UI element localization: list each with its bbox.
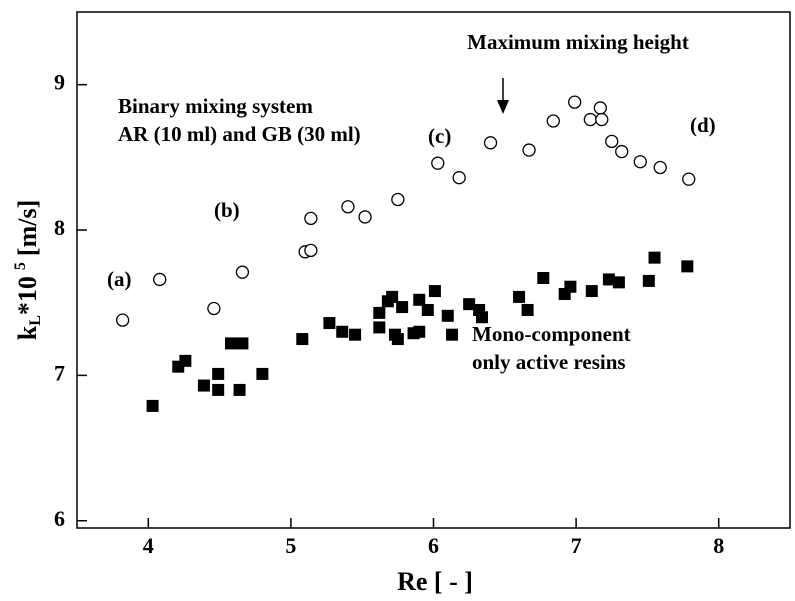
data-point	[236, 337, 249, 350]
data-point	[605, 134, 619, 149]
annotation: (a)	[107, 267, 132, 291]
data-point	[341, 200, 355, 214]
data-point	[358, 210, 372, 224]
data-point	[452, 171, 466, 185]
data-point	[612, 276, 625, 289]
annotation: AR (10 ml) and GB (30 ml)	[118, 122, 361, 146]
x-axis-label: Re [ - ]	[397, 567, 473, 596]
data-point	[513, 290, 526, 303]
data-point	[391, 192, 405, 207]
data-point	[446, 328, 459, 341]
data-point	[585, 285, 598, 298]
data-point	[396, 301, 409, 314]
data-point	[386, 290, 399, 303]
data-point	[212, 383, 225, 396]
y-label-mid: *10	[13, 276, 42, 315]
y-axis-label: kL*10 5 [m/s]	[12, 200, 44, 340]
data-point	[235, 265, 250, 279]
data-point	[413, 325, 426, 338]
data-point	[146, 399, 159, 412]
data-point	[197, 379, 210, 392]
data-point	[546, 114, 560, 128]
y-label-unit: [m/s]	[13, 200, 42, 256]
data-point	[391, 333, 404, 346]
x-tick-label: 7	[571, 533, 582, 558]
data-point	[682, 172, 696, 186]
annotation: (b)	[214, 198, 240, 222]
data-point	[521, 303, 534, 316]
data-point	[323, 317, 336, 330]
y-tick-label: 8	[54, 215, 65, 240]
y-label-sup: 5	[12, 262, 29, 270]
arrow-head	[497, 100, 509, 114]
data-point	[595, 112, 609, 127]
data-point	[564, 280, 577, 293]
data-point	[225, 337, 238, 350]
y-label-sub: L	[27, 315, 44, 326]
data-point	[304, 211, 318, 226]
data-point	[296, 333, 309, 346]
data-point	[681, 260, 694, 273]
data-point	[633, 155, 647, 169]
data-point	[207, 301, 221, 316]
data-point	[428, 285, 441, 298]
annotation: Maximum mixing height	[467, 30, 689, 54]
data-point	[537, 271, 550, 284]
x-tick-label: 4	[143, 533, 154, 558]
annotation: Binary mixing system	[118, 94, 313, 118]
data-point	[653, 160, 667, 175]
data-point	[583, 112, 598, 127]
data-point	[421, 303, 434, 316]
data-point	[522, 143, 536, 157]
y-tick-label: 6	[54, 506, 65, 531]
data-point	[179, 354, 192, 367]
data-point	[615, 144, 629, 159]
data-point	[568, 95, 582, 109]
data-point	[115, 313, 130, 327]
data-point	[642, 274, 655, 287]
data-point	[349, 328, 362, 341]
y-label-base: k	[13, 325, 42, 340]
data-point	[463, 298, 476, 311]
data-point	[373, 321, 386, 334]
data-point	[431, 156, 445, 170]
x-tick-label: 8	[713, 533, 724, 558]
annotation: only active resins	[472, 350, 626, 374]
data-point	[483, 136, 498, 150]
data-point	[413, 293, 426, 306]
annotation: (d)	[690, 113, 716, 137]
annotation: Mono-component	[472, 322, 631, 346]
data-point	[602, 273, 615, 286]
data-point	[212, 367, 225, 380]
data-point	[593, 101, 607, 115]
y-tick-label: 9	[54, 70, 65, 95]
data-point	[153, 272, 167, 287]
data-point	[373, 306, 386, 319]
data-point	[475, 311, 488, 324]
data-point	[304, 243, 318, 258]
x-tick-label: 5	[285, 533, 296, 558]
y-tick-label: 7	[54, 360, 65, 385]
data-point	[648, 251, 661, 264]
data-point	[336, 325, 349, 338]
x-tick-label: 6	[428, 533, 439, 558]
data-point	[441, 309, 454, 322]
annotation: (c)	[428, 124, 451, 148]
data-point	[233, 383, 246, 396]
data-point	[256, 367, 269, 380]
